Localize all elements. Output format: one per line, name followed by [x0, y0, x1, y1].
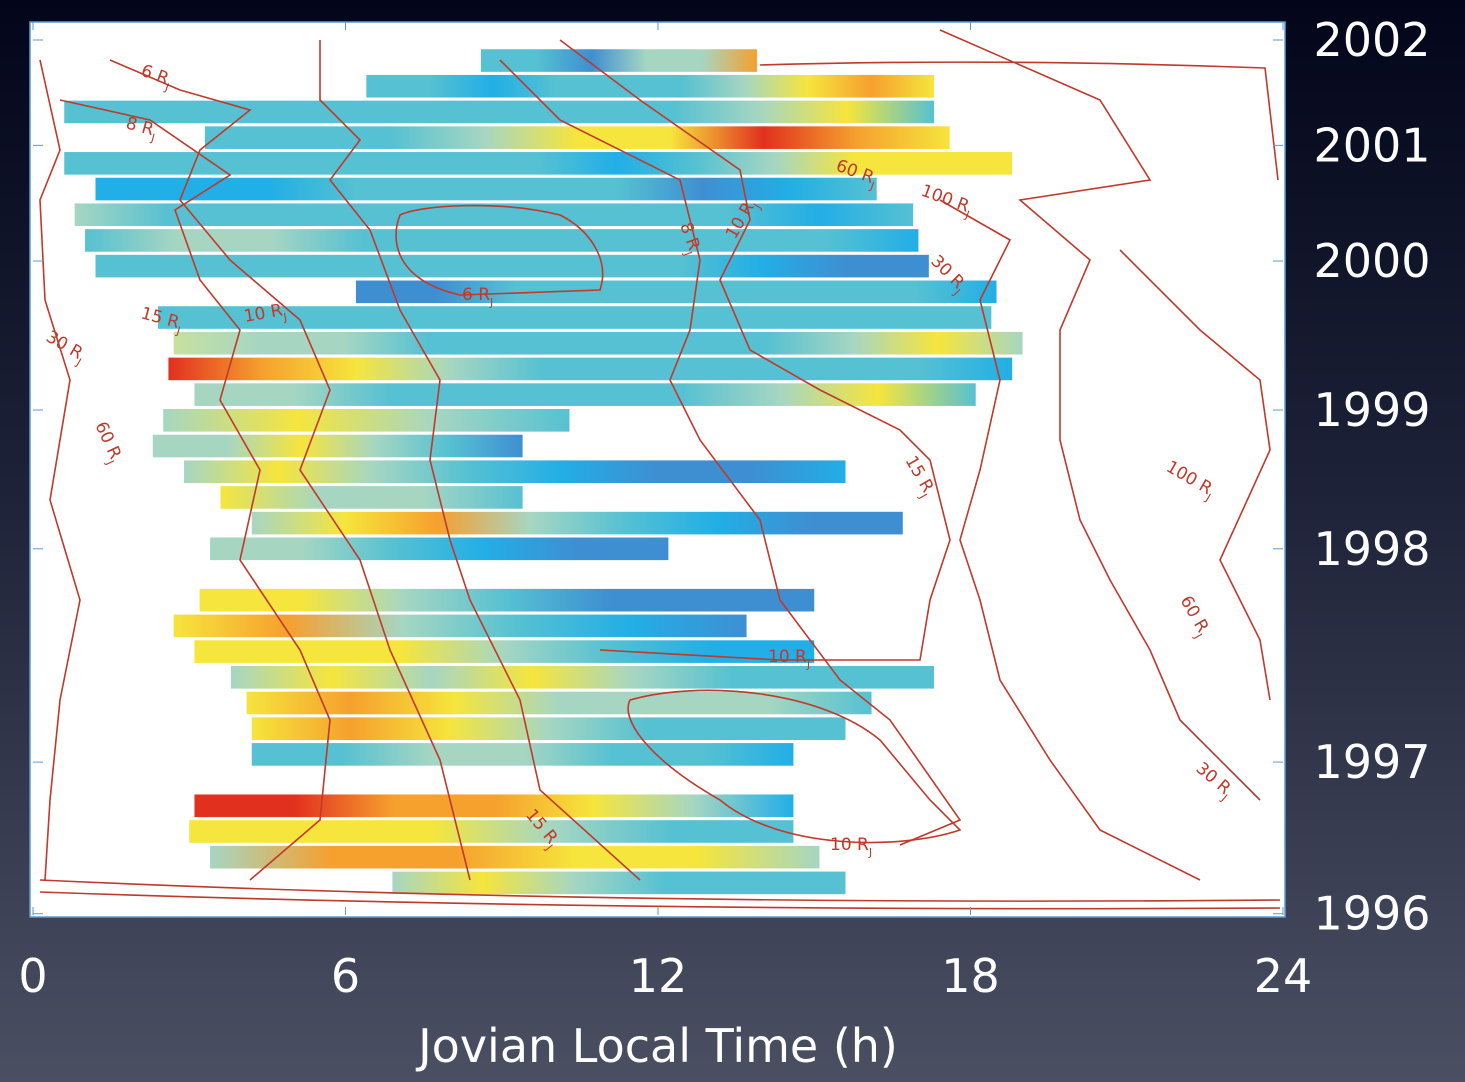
- y-tick-label: 2001: [1313, 118, 1430, 172]
- x-tick-label: 18: [941, 949, 1000, 1003]
- x-tick-label: 12: [629, 949, 688, 1003]
- bar: [85, 229, 918, 252]
- x-tick-label: 0: [18, 949, 47, 1003]
- bar: [252, 512, 903, 535]
- y-tick-label: 1996: [1313, 887, 1430, 941]
- x-tick-label: 6: [331, 949, 360, 1003]
- bar: [392, 872, 845, 895]
- bar: [189, 820, 793, 843]
- bar: [194, 794, 793, 817]
- bar: [184, 460, 845, 483]
- bar: [252, 717, 846, 740]
- bar: [200, 589, 815, 612]
- bar: [96, 178, 877, 201]
- contour-label-text: 6 R: [462, 285, 490, 305]
- bar: [247, 692, 872, 715]
- bar: [210, 846, 819, 869]
- y-tick-label: 1998: [1313, 522, 1430, 576]
- x-axis-label: Jovian Local Time (h): [415, 1019, 898, 1073]
- bar: [481, 49, 757, 72]
- x-tick-label: 24: [1254, 949, 1313, 1003]
- contour-label-text: 10 R: [830, 835, 869, 855]
- bar: [252, 743, 794, 766]
- bar: [366, 75, 934, 98]
- y-tick-label: 2002: [1313, 13, 1430, 67]
- bar: [231, 666, 934, 689]
- bar: [356, 281, 997, 304]
- chart: 6 RJ8 RJ15 RJ10 RJ30 RJ60 RJ6 RJ8 RJ10 R…: [0, 0, 1465, 1082]
- bar: [174, 332, 1023, 355]
- bar: [205, 126, 950, 149]
- bar: [96, 255, 929, 278]
- bar: [194, 640, 814, 663]
- y-tick-label: 1999: [1313, 383, 1430, 437]
- contour-label-sub: J: [868, 846, 872, 859]
- bar: [168, 358, 1012, 381]
- bar: [75, 203, 914, 226]
- bar: [174, 615, 747, 638]
- contour-label-sub: J: [806, 658, 810, 671]
- bar: [163, 409, 569, 432]
- bar: [210, 537, 668, 560]
- contour-label-sub: J: [489, 296, 493, 309]
- bar: [221, 486, 523, 509]
- contour-label-text: 10 R: [768, 647, 807, 667]
- y-tick-label: 2000: [1313, 234, 1430, 288]
- y-tick-label: 1997: [1313, 735, 1430, 789]
- bar: [64, 101, 934, 124]
- bar: [153, 435, 523, 458]
- page: {"chart_data": { "type": "range-bar", "x…: [0, 0, 1465, 1082]
- bar: [194, 383, 975, 406]
